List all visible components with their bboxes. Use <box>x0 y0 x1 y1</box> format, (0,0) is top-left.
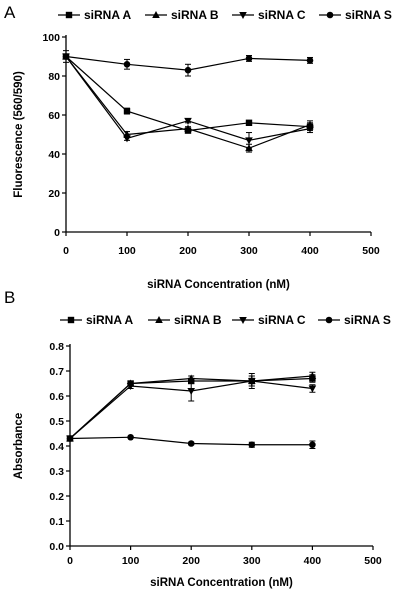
legend-marker <box>67 316 75 324</box>
data-point <box>308 385 317 393</box>
legend-label: siRNA C <box>258 8 306 22</box>
x-tick-label: 100 <box>118 245 136 257</box>
x-tick-label: 100 <box>122 555 140 567</box>
x-tick-label: 300 <box>243 555 261 567</box>
y-tick-label: 20 <box>48 188 60 200</box>
x-tick-label: 400 <box>301 245 319 257</box>
y-tick-label: 0.0 <box>49 541 64 553</box>
y-tick-label: 0.4 <box>49 441 64 453</box>
y-axis-title: Absorbance <box>13 413 25 479</box>
data-point <box>245 137 253 145</box>
x-tick-label: 0 <box>63 245 69 257</box>
series-sirna-s <box>62 50 314 77</box>
legend-label: siRNA B <box>171 8 219 22</box>
data-point <box>66 435 74 442</box>
data-point <box>184 124 192 132</box>
legend-marker <box>239 317 247 324</box>
y-tick-label: 0.3 <box>49 466 64 478</box>
y-tick-label: 0.7 <box>49 366 64 378</box>
x-tick-label: 200 <box>179 245 197 257</box>
panel-label: A <box>4 3 16 22</box>
legend-item: siRNA S <box>319 8 392 22</box>
x-tick-label: 500 <box>362 245 380 257</box>
data-point <box>306 57 314 64</box>
x-tick-label: 0 <box>67 555 73 567</box>
legend-label: siRNA C <box>258 313 306 327</box>
legend-item: siRNA S <box>318 313 391 327</box>
y-tick-label: 60 <box>48 110 60 122</box>
y-tick-label: 0.2 <box>49 491 64 503</box>
data-point <box>248 441 256 449</box>
x-axis-title: siRNA Concentration (nM) <box>147 279 290 291</box>
legend-item: siRNA A <box>58 8 131 22</box>
legend-label: siRNA B <box>174 313 222 327</box>
legend-marker <box>326 11 334 19</box>
y-tick-label: 80 <box>48 71 60 83</box>
data-point <box>123 61 131 68</box>
data-point <box>123 135 131 143</box>
legend-marker <box>65 11 73 19</box>
y-tick-label: 0.6 <box>49 391 64 403</box>
x-tick-label: 300 <box>240 245 258 257</box>
x-axis-title: siRNA Concentration (nM) <box>150 577 293 589</box>
legend-item: siRNA C <box>232 313 306 327</box>
legend-marker <box>152 11 160 18</box>
y-tick-label: 40 <box>48 149 60 161</box>
legend-marker <box>239 12 247 19</box>
y-tick-label: 0 <box>54 227 60 239</box>
data-point <box>309 441 316 449</box>
data-point <box>62 53 70 60</box>
x-tick-label: 500 <box>364 555 382 567</box>
legend-marker <box>155 316 163 323</box>
data-point <box>248 378 256 385</box>
x-tick-label: 400 <box>304 555 322 567</box>
y-axis-title: Fluorescence (560/590) <box>13 71 25 198</box>
y-tick-label: 100 <box>42 32 60 44</box>
legend-item: siRNA A <box>60 313 133 327</box>
legend-marker <box>325 316 333 324</box>
data-point <box>245 119 253 126</box>
x-tick-label: 200 <box>182 555 200 567</box>
legend-label: siRNA A <box>84 8 131 22</box>
data-point <box>123 107 131 115</box>
data-point <box>306 125 314 133</box>
y-tick-label: 0.8 <box>49 341 64 353</box>
legend-label: siRNA S <box>344 313 391 327</box>
y-tick-label: 0.1 <box>49 516 64 528</box>
data-point <box>127 433 134 441</box>
data-point <box>187 388 195 395</box>
data-point <box>126 383 135 390</box>
legend-item: siRNA C <box>232 8 306 22</box>
data-point <box>187 374 195 382</box>
data-point <box>245 55 253 62</box>
data-point <box>184 117 192 125</box>
legend-label: siRNA A <box>86 313 133 327</box>
legend-item: siRNA B <box>148 313 222 327</box>
data-point <box>184 66 192 74</box>
legend-item: siRNA B <box>145 8 219 22</box>
data-point <box>308 372 317 379</box>
y-tick-label: 0.5 <box>49 416 64 428</box>
series-sirna-s <box>66 433 316 449</box>
legend-label: siRNA S <box>345 8 392 22</box>
data-point <box>187 440 195 447</box>
panel-label: B <box>4 288 15 307</box>
